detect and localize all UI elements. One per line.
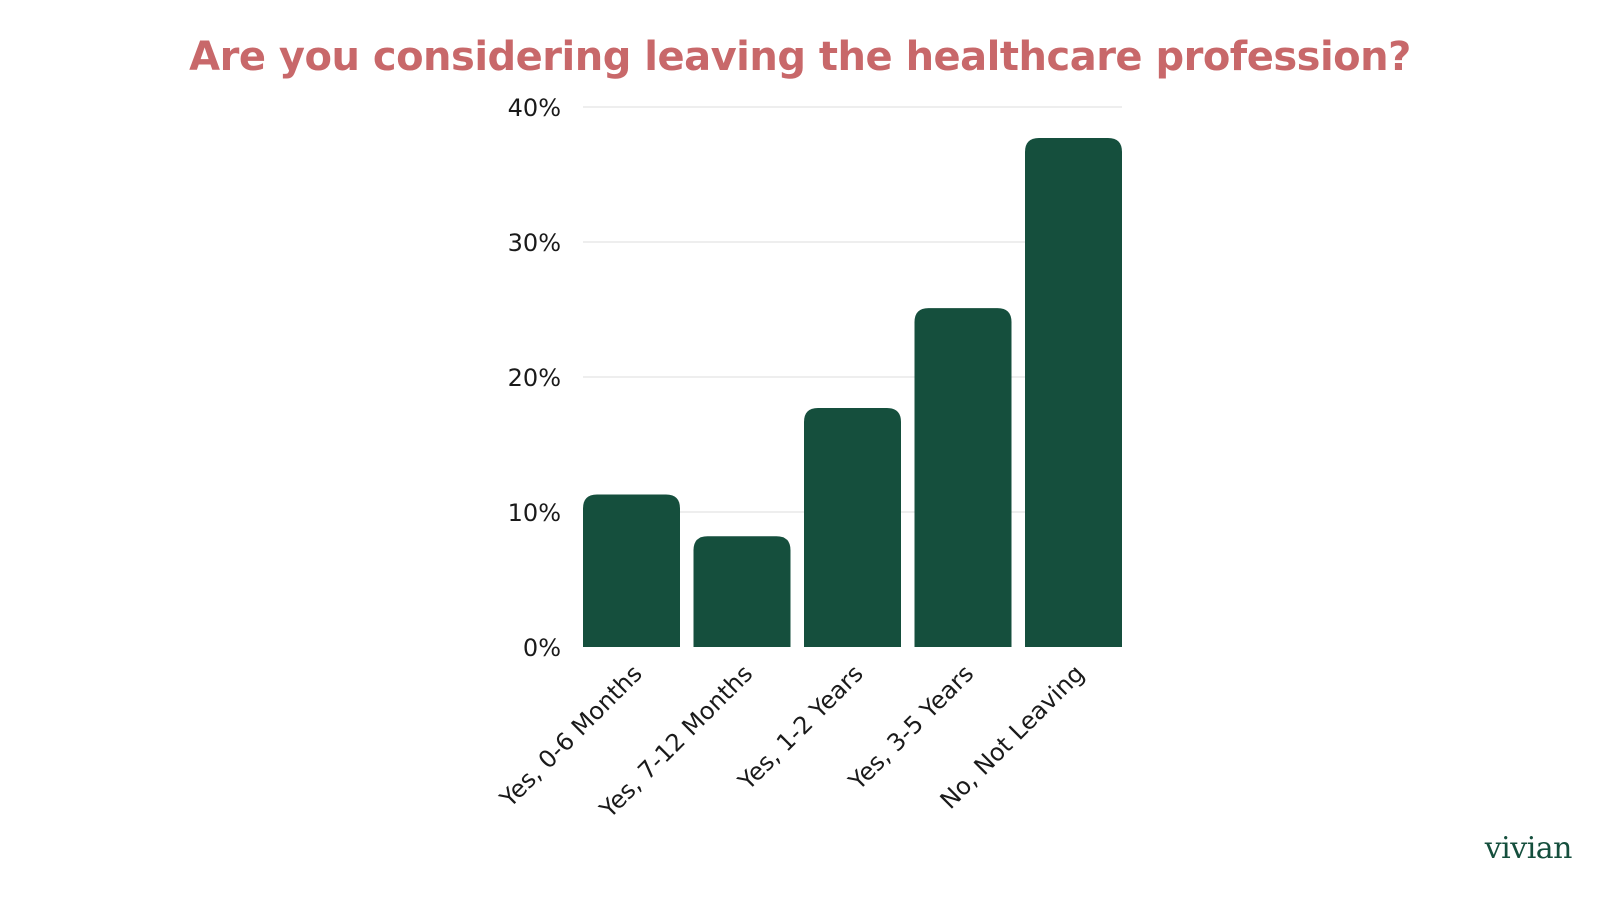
y-axis-ticks: 0% 10% 20% 30% 40% bbox=[508, 94, 561, 662]
chart-title: Are you considering leaving the healthca… bbox=[189, 34, 1411, 80]
brand-logo: vivian bbox=[1484, 831, 1573, 866]
bar bbox=[914, 308, 1012, 647]
y-tick-label: 40% bbox=[508, 94, 561, 122]
bar bbox=[804, 408, 901, 647]
bars bbox=[583, 138, 1122, 648]
bar bbox=[1025, 138, 1122, 648]
bar bbox=[583, 494, 680, 647]
bar bbox=[693, 536, 791, 647]
y-tick-label: 20% bbox=[508, 364, 561, 392]
y-tick-label: 0% bbox=[523, 634, 561, 662]
y-tick-label: 10% bbox=[508, 499, 561, 527]
y-tick-label: 30% bbox=[508, 229, 561, 257]
